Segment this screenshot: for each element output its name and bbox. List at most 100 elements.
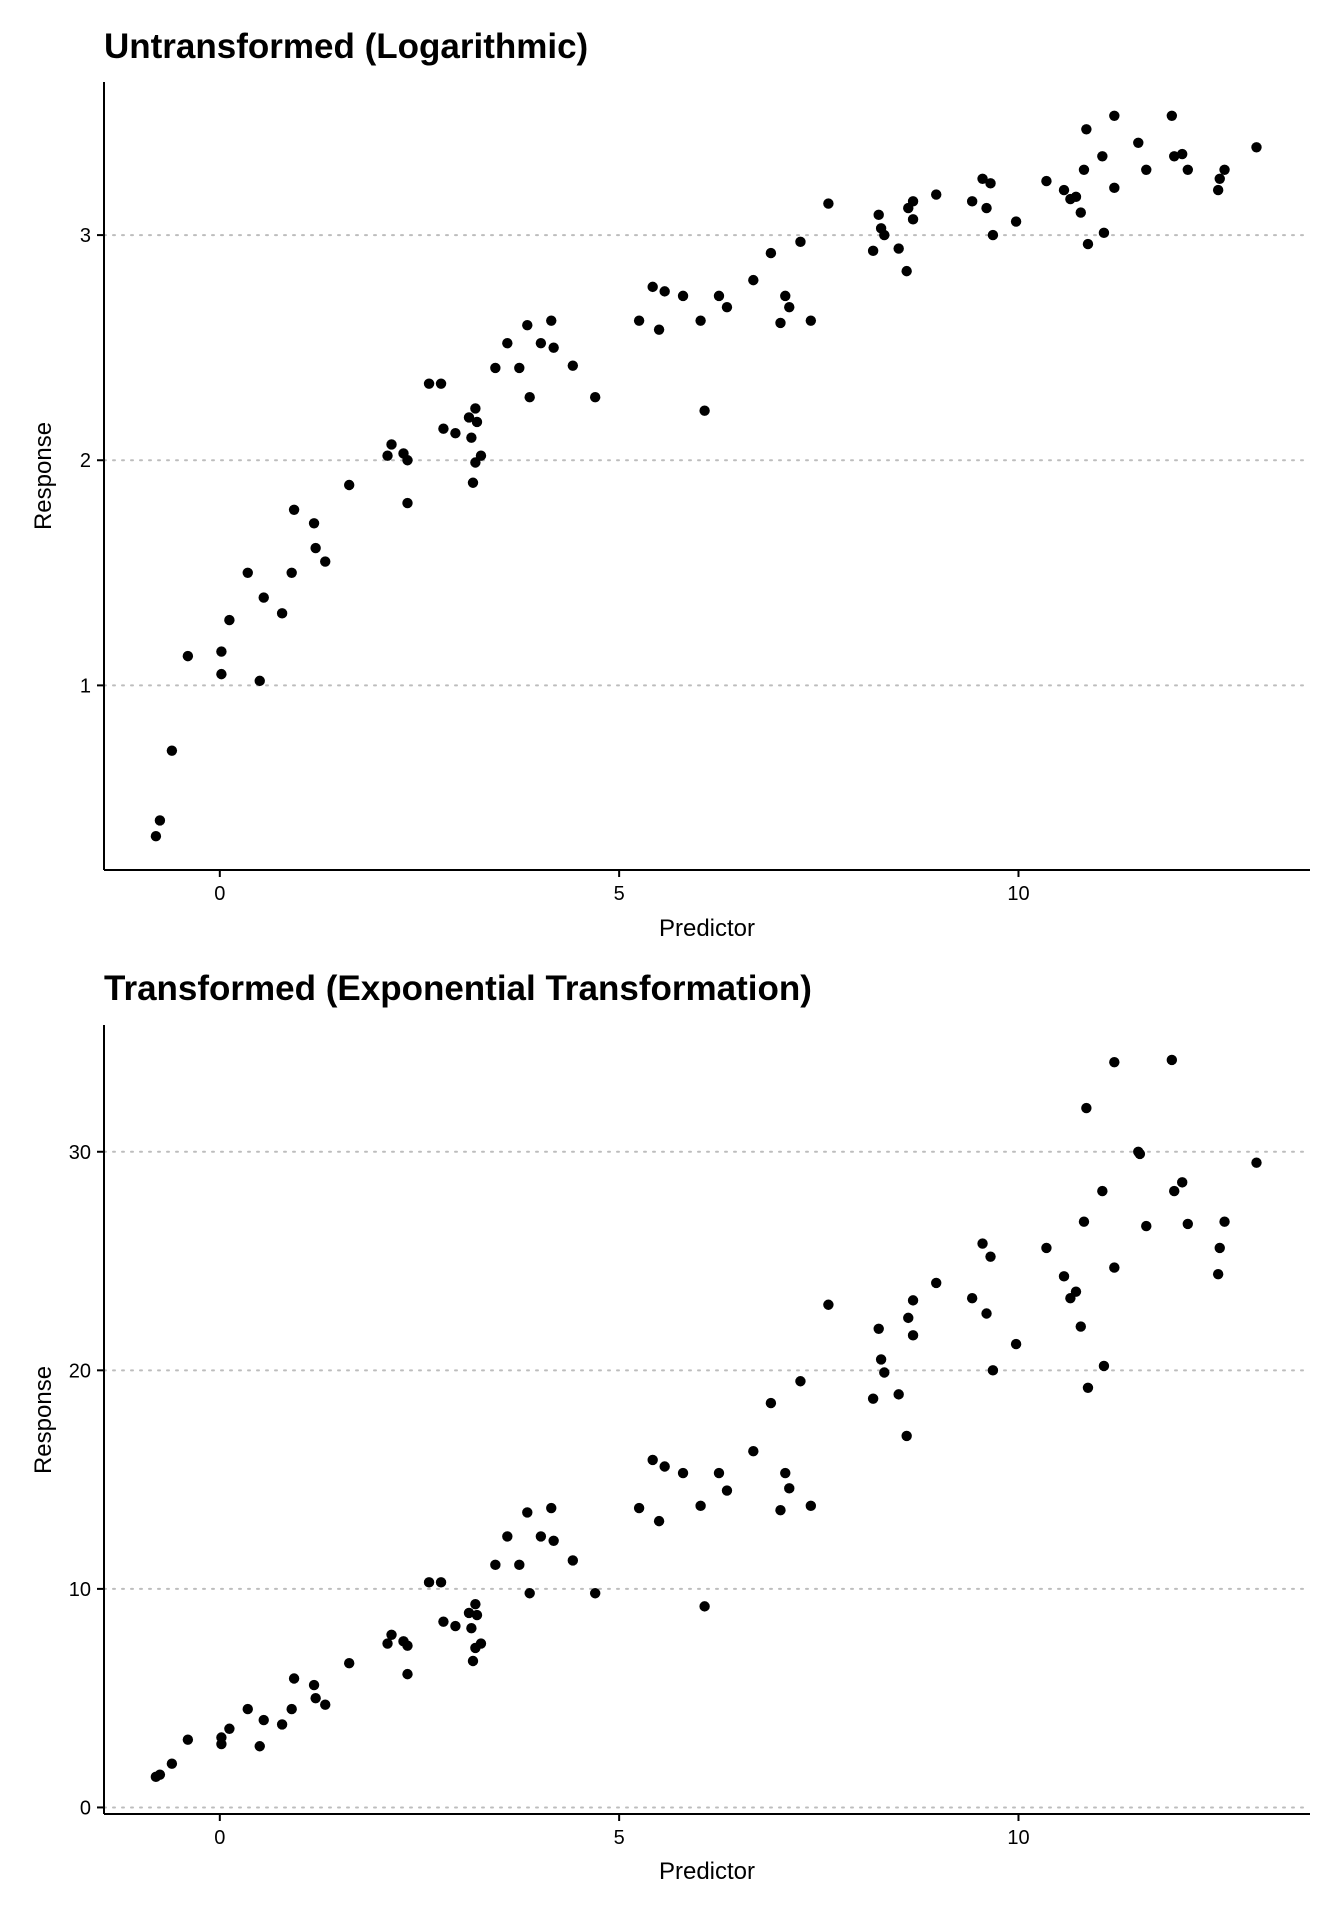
data-point [166,745,178,756]
data-point [475,450,487,461]
data-point [242,1703,253,1715]
chart-title: Untransformed (Logarithmic) [104,27,588,66]
x-tick-label: 5 [614,883,625,905]
data-point [805,1500,817,1512]
data-point [985,178,996,189]
data-point [659,286,670,297]
data-point [931,1277,942,1289]
data-point [382,1638,393,1649]
data-point [1109,1262,1120,1273]
data-point [463,1607,475,1619]
data-point [466,1623,477,1634]
data-point [1166,1054,1178,1066]
data-point [823,198,834,209]
data-point [471,416,483,428]
x-tick-label: 0 [214,883,225,905]
x-axis-title: Predictor [659,915,755,942]
data-point [1058,1271,1070,1282]
data-point [522,1507,533,1518]
data-point [721,301,733,313]
data-point [450,1620,461,1632]
data-point [435,378,447,389]
data-point [224,1723,235,1734]
x-tick-label: 10 [1007,883,1029,905]
data-point [893,243,904,254]
data-point [258,592,269,603]
data-point [985,1251,996,1262]
data-point [659,1461,670,1472]
data-point [1098,1360,1110,1372]
data-point [1141,164,1152,176]
data-point [873,1323,884,1334]
data-point [1010,1338,1022,1350]
data-point [150,831,162,842]
y-axis-title: Response [30,422,57,530]
data-point [966,196,978,207]
data-point [1041,175,1052,187]
data-point [490,1559,501,1571]
data-point [695,1500,706,1512]
data-point [308,1679,320,1691]
data-point [1182,164,1194,176]
data-point [1078,1216,1090,1227]
data-point [386,1629,397,1640]
gridlines [103,234,1311,687]
data-point [386,439,397,450]
data-point [310,1692,321,1704]
data-point [977,173,988,185]
data-point [1251,142,1262,153]
data-point [1109,182,1120,194]
data-point [1251,1157,1262,1168]
data-point [1134,1148,1146,1160]
data-point [721,1485,733,1496]
data-point [435,1577,447,1588]
data-point [765,1397,777,1409]
data-point [1098,227,1110,239]
data-point [466,432,477,443]
data-point [1219,1216,1230,1227]
data-point [907,1295,919,1306]
data-point [1058,184,1070,196]
data-point [879,229,890,241]
data-point [1109,1056,1120,1068]
data-point [463,412,475,423]
axes [97,82,1310,877]
data-point [987,229,999,241]
tick-labels: 0 10 20 30 0 5 10 [69,1142,1030,1849]
x-axis-title: Predictor [659,1858,755,1885]
data-point [748,1445,759,1457]
data-point [981,1308,992,1319]
data-point [343,1657,355,1669]
data-point [647,1454,658,1466]
data-point [154,815,166,826]
data-point [258,1714,269,1726]
data-point [216,668,227,680]
data-points [150,1054,1262,1783]
data-point [242,567,253,579]
data-point [288,504,300,515]
data-point [470,1598,481,1610]
data-point [867,245,879,257]
data-point [522,319,533,331]
data-point [981,202,992,214]
y-tick-label: 3 [80,225,91,247]
data-point [402,1668,413,1680]
data-point [966,1292,978,1304]
data-point [343,479,355,491]
data-point [867,1393,879,1404]
data-point [402,497,413,509]
data-point [907,196,919,207]
data-point [805,315,817,326]
chart-title: Transformed (Exponential Transformation) [104,969,812,1008]
x-tick-label: 10 [1007,1827,1029,1849]
data-point [1169,151,1180,162]
data-point [254,1741,265,1752]
data-point [1177,1177,1188,1188]
data-point [514,1559,525,1571]
data-point [467,477,479,488]
data-point [514,362,525,374]
data-point [1078,164,1090,176]
data-point [589,1588,601,1599]
data-point [286,1703,297,1715]
data-point [450,428,461,439]
